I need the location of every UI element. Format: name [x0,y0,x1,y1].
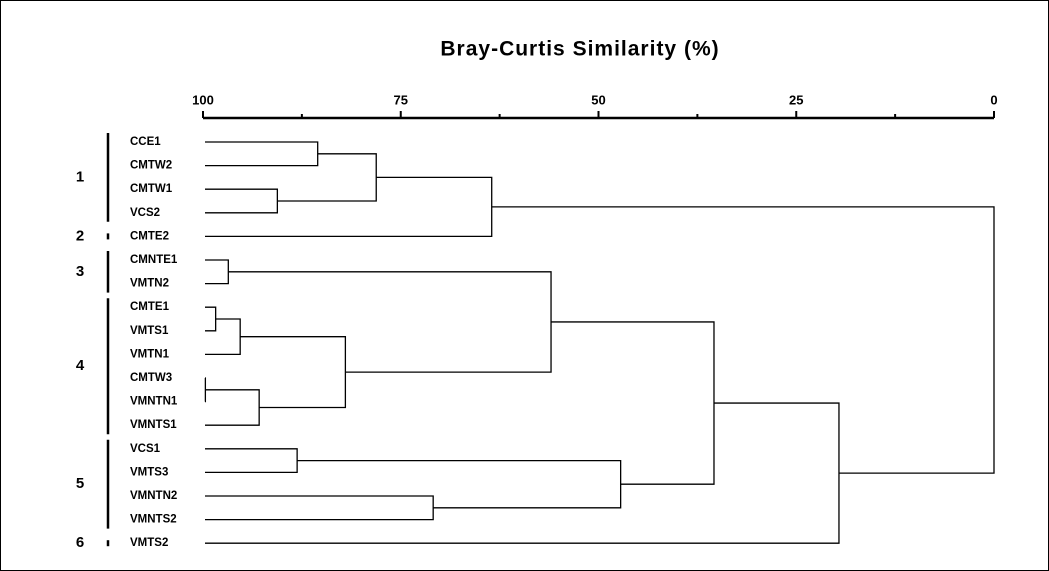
x-tick-label: 0 [990,92,997,107]
leaf-label: VCS1 [130,443,161,455]
leaf-label: VMTN2 [130,278,169,290]
leaf-label: CMTE1 [130,301,170,313]
chart-title: Bray-Curtis Similarity (%) [440,38,719,61]
leaf-label: CMNTE1 [130,254,178,266]
leaf-label: VMTS1 [130,325,169,337]
leaf-label: CMTW2 [130,160,172,172]
leaf-label: CCE1 [130,136,161,148]
group-label: 2 [76,227,84,244]
x-tick-label: 75 [394,92,408,107]
x-tick-label: 25 [789,92,803,107]
leaf-label: CMTW3 [130,372,172,384]
group-label: 5 [76,475,84,492]
group-label: 1 [76,168,84,185]
group-label: 3 [76,263,84,280]
group-label: 4 [76,357,85,374]
dendrogram-link [491,206,995,474]
leaf-label: VMNTN1 [130,396,178,408]
group-label: 6 [76,534,84,551]
leaf-label: VMNTS1 [130,419,177,431]
leaf-label: VMNTS2 [130,514,177,526]
leaf-label: CMTW1 [130,183,173,195]
leaf-label: CMTE2 [130,230,169,242]
leaf-label: VMNTN2 [130,490,177,502]
x-tick-label: 50 [591,92,605,107]
leaf-label: VMTN1 [130,348,170,360]
x-tick-label: 100 [192,92,214,107]
leaf-label: VCS2 [130,207,160,219]
leaf-label: VMTS3 [130,466,168,478]
leaf-label: VMTS2 [130,537,168,549]
